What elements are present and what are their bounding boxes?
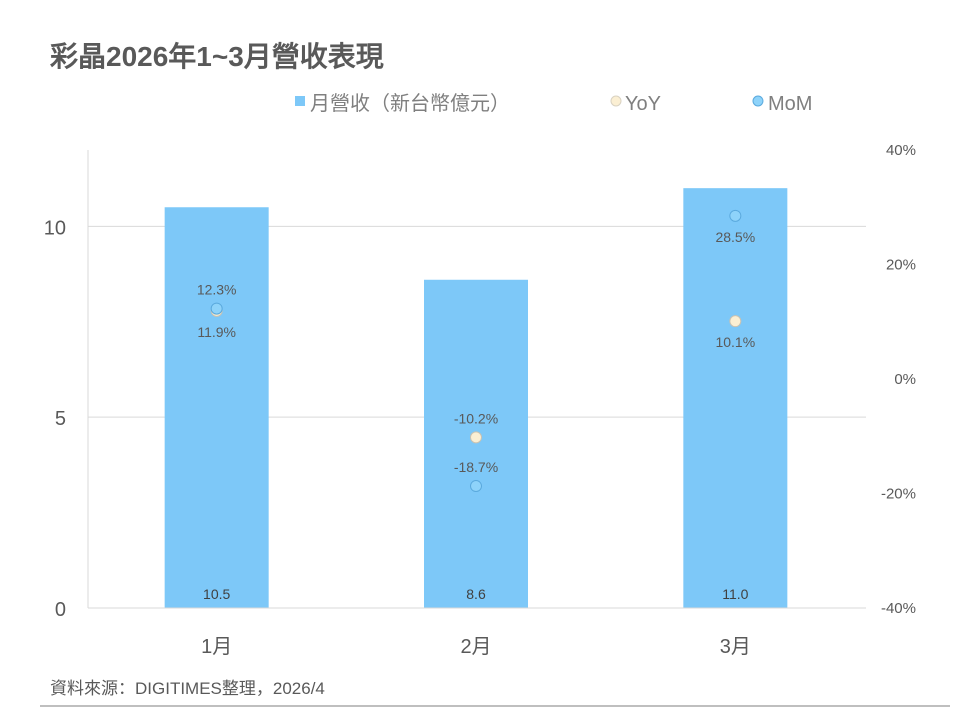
mom-data-label: 28.5% (715, 229, 755, 245)
yoy-data-label: 10.1% (715, 334, 755, 350)
axes: 0 5 10 -40% -20% 0% 20% 40% 1月 2月 3月 (44, 142, 916, 658)
legend-swatch-mom (752, 95, 764, 107)
legend-label-yoy: YoY (625, 93, 661, 115)
yoy-data-label: 11.9% (197, 324, 236, 340)
right-tick-label: -40% (881, 600, 916, 617)
right-tick-label: -20% (881, 486, 916, 503)
bar-data-label: 10.5 (203, 586, 230, 602)
legend-label-revenue: 月營收（新台幣億元） (310, 92, 510, 115)
x-tick-label: 3月 (720, 636, 751, 658)
left-tick-label: 5 (55, 408, 66, 430)
right-tick-label: 0% (894, 371, 916, 388)
yoy-point (470, 431, 482, 444)
chart-title: 彩晶2026年1~3月營收表現 (50, 40, 384, 72)
bar (424, 279, 528, 608)
yoy-data-label: -10.2% (454, 410, 498, 426)
bar (164, 207, 269, 608)
source-note: 資料來源：DIGITIMES整理，2026/4 (50, 679, 325, 698)
mom-data-label: 12.3% (197, 282, 237, 298)
x-tick-label: 1月 (201, 636, 232, 658)
points: 11.9% -10.2% 10.1% 12.3% -18.7% 28.5% (197, 209, 755, 493)
bar (683, 188, 788, 608)
bar-data-label: 8.6 (466, 586, 486, 602)
legend: 月營收（新台幣億元） YoY MoM (295, 92, 812, 115)
mom-point (470, 480, 482, 493)
legend-label-mom: MoM (768, 93, 812, 115)
left-tick-label: 0 (55, 599, 66, 621)
bar-data-label: 11.0 (722, 586, 748, 602)
right-tick-label: 20% (886, 257, 916, 274)
legend-swatch-revenue (295, 96, 305, 106)
mom-data-label: -18.7% (454, 459, 498, 475)
left-tick-label: 10 (44, 217, 66, 239)
x-tick-label: 2月 (460, 636, 491, 658)
yoy-point (729, 315, 742, 328)
legend-swatch-yoy (610, 95, 622, 107)
mom-point (210, 302, 223, 315)
mom-point (729, 209, 742, 222)
bars: 10.5 8.6 11.0 (164, 188, 788, 608)
right-tick-label: 40% (886, 142, 916, 159)
